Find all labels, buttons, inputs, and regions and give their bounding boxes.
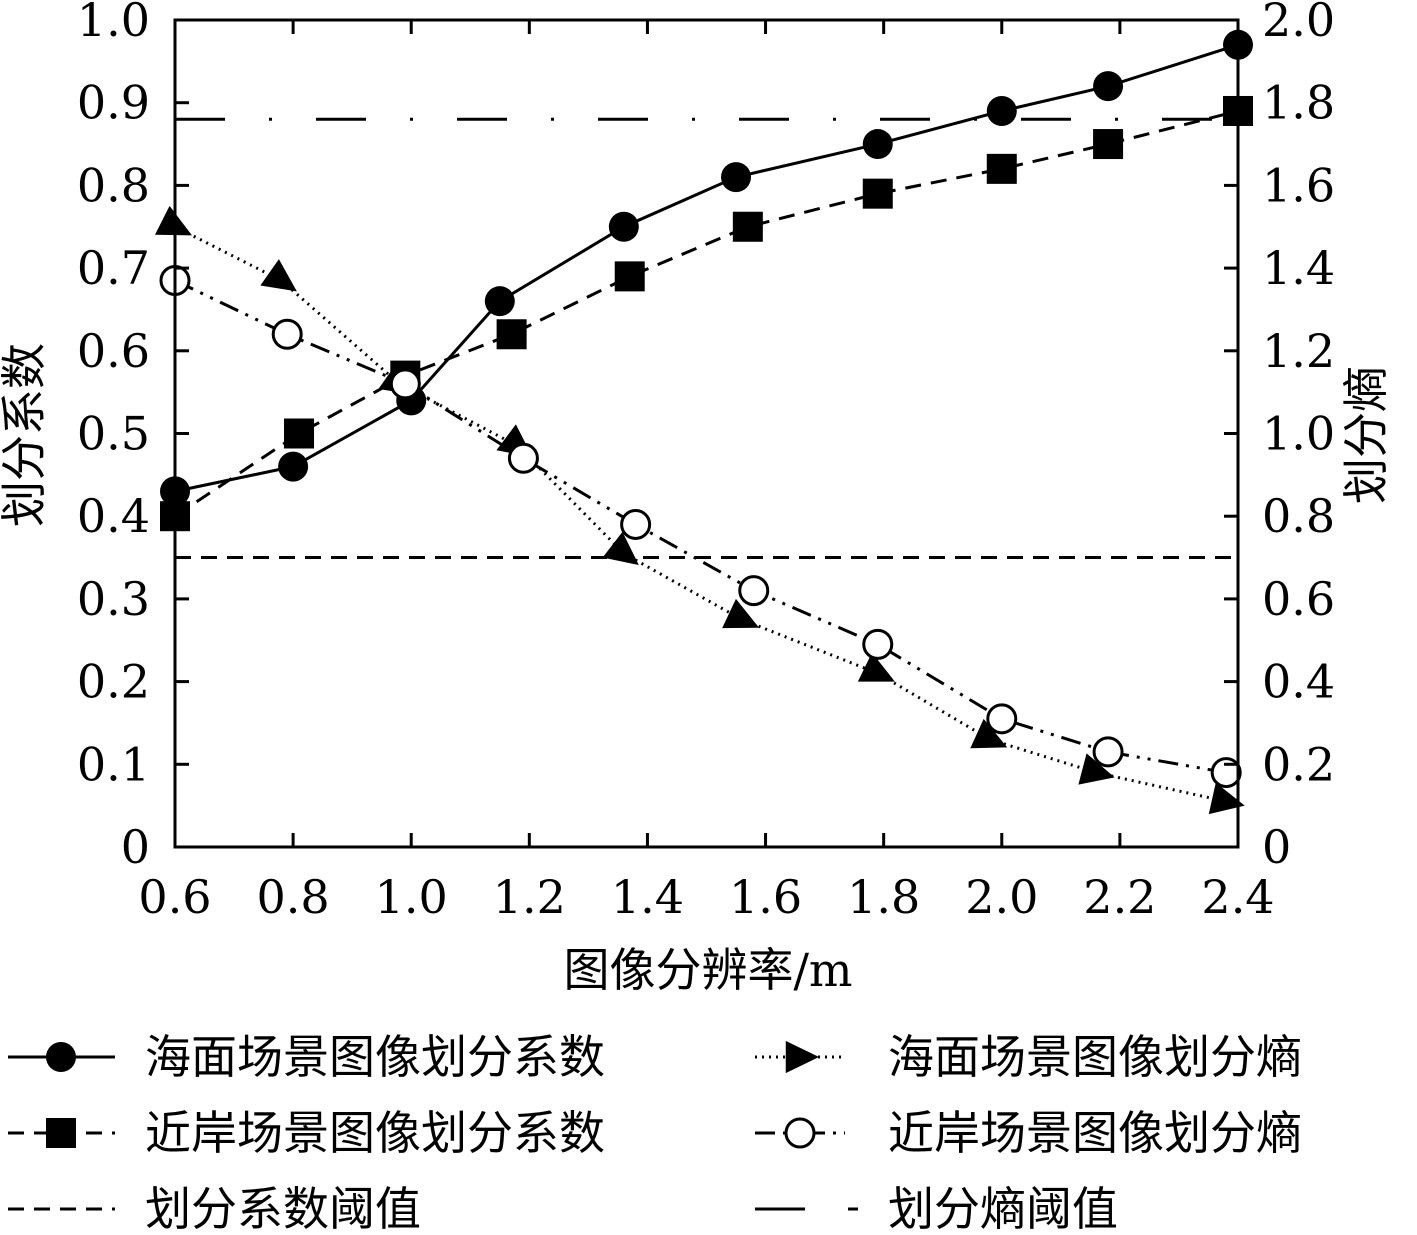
data-point-series-1-1 — [284, 418, 315, 449]
data-point-series-3-3 — [507, 442, 539, 474]
legend-label-coast-entropy: 近岸场景图像划分熵 — [888, 1106, 1302, 1160]
y-left-tick-label-9: 0.9 — [77, 76, 150, 130]
legend-marker-coast-entropy — [784, 1117, 816, 1149]
data-point-series-0-5 — [721, 162, 752, 193]
data-point-series-1-3 — [496, 319, 527, 350]
y-left-tick-label-1: 0.1 — [77, 737, 150, 791]
data-point-series-2-5 — [722, 598, 760, 629]
data-point-series-3-7 — [986, 703, 1018, 735]
y-right-tick-label-2: 0.4 — [1262, 655, 1335, 709]
data-point-series-1-6 — [862, 178, 893, 209]
y-left-tick-label-10: 1.0 — [77, 0, 150, 47]
series-line-0 — [174, 43, 1239, 493]
legend-marker-sea-entropy — [785, 1040, 819, 1074]
data-point-series-2-6 — [857, 652, 895, 682]
x-tick-label-0: 0.6 — [138, 870, 211, 924]
series-line-2 — [174, 225, 1227, 803]
y-left-tick-label-7: 0.7 — [77, 241, 150, 295]
x-tick-label-1: 0.8 — [257, 870, 330, 924]
x-tick-label-4: 1.4 — [611, 870, 684, 924]
x-tick-label-3: 1.2 — [493, 870, 566, 924]
data-point-series-2-8 — [1078, 753, 1115, 785]
y-right-tick-label-5: 1.0 — [1262, 407, 1335, 461]
data-point-series-0-8 — [1093, 71, 1124, 102]
legend-label-sea-entropy: 海面场景图像划分熵 — [888, 1030, 1302, 1084]
data-point-series-1-4 — [614, 261, 645, 292]
x-tick-label-5: 1.6 — [729, 870, 802, 924]
series-line-3 — [174, 279, 1227, 775]
data-point-series-3-5 — [738, 575, 770, 607]
data-point-series-3-8 — [1092, 736, 1124, 768]
plot-area — [154, 29, 1253, 815]
data-point-series-2-4 — [602, 531, 639, 566]
y-left-tick-label-2: 0.2 — [77, 655, 150, 709]
y-right-tick-label-3: 0.6 — [1262, 572, 1335, 626]
legend-marker-coast-coefficient — [46, 1118, 76, 1148]
data-point-series-3-6 — [862, 628, 894, 660]
data-point-series-2-7 — [970, 718, 1008, 749]
y-axis-right-label: 划分熵 — [1339, 366, 1393, 504]
legend-label-entropy-threshold: 划分熵阈值 — [888, 1182, 1118, 1235]
legend-label-coefficient-threshold: 划分系数阈值 — [145, 1182, 421, 1235]
y-right-tick-label-1: 0.2 — [1262, 737, 1335, 791]
y-right-tick-label-8: 1.6 — [1262, 158, 1335, 212]
y-right-tick-label-0: 0 — [1262, 820, 1291, 874]
data-point-series-3-4 — [620, 508, 652, 540]
data-point-series-1-8 — [1093, 129, 1124, 160]
y-left-tick-label-3: 0.3 — [77, 572, 150, 626]
data-point-series-3-2 — [389, 368, 421, 400]
y-right-tick-label-6: 1.2 — [1262, 324, 1335, 378]
data-point-series-2-9 — [1208, 782, 1245, 815]
data-point-series-0-1 — [278, 451, 309, 482]
legend-label-sea-coefficient: 海面场景图像划分系数 — [145, 1030, 605, 1084]
axes: 0.6 0.8 1.0 1.2 1.4 1.6 1.8 2.0 2.2 2.400.10.20.3… — [77, 0, 1335, 924]
y-axis-left-label: 划分系数 — [0, 343, 51, 527]
y-right-tick-label-10: 2.0 — [1262, 0, 1335, 47]
x-tick-label-2: 1.0 — [375, 870, 448, 924]
y-left-tick-label-0: 0 — [121, 820, 150, 874]
y-left-tick-label-5: 0.5 — [77, 407, 150, 461]
y-right-tick-label-7: 1.4 — [1262, 241, 1335, 295]
y-left-tick-label-4: 0.4 — [77, 489, 150, 543]
data-point-series-1-5 — [732, 211, 763, 242]
y-right-tick-label-9: 1.8 — [1262, 76, 1335, 130]
data-point-series-0-4 — [608, 211, 639, 242]
legend-label-coast-coefficient: 近岸场景图像划分系数 — [145, 1106, 605, 1160]
x-tick-label-7: 2.0 — [965, 870, 1038, 924]
data-point-series-2-0 — [154, 205, 192, 236]
plot-frame — [173, 18, 1240, 849]
data-point-series-2-1 — [260, 259, 297, 292]
y-left-tick-label-6: 0.6 — [77, 324, 150, 378]
y-left-tick-label-8: 0.8 — [77, 158, 150, 212]
data-point-series-1-7 — [986, 153, 1017, 184]
data-point-series-0-7 — [986, 95, 1017, 126]
y-right-tick-label-4: 0.8 — [1262, 489, 1335, 543]
data-point-series-0-3 — [484, 286, 515, 317]
x-tick-label-6: 1.8 — [847, 870, 920, 924]
x-axis-label: 图像分辨率/m — [563, 943, 852, 997]
data-point-series-0-6 — [862, 129, 893, 160]
data-point-series-3-9 — [1210, 757, 1242, 789]
x-tick-label-9: 2.4 — [1201, 870, 1274, 924]
series-line-1 — [174, 109, 1239, 518]
data-point-series-3-1 — [271, 318, 303, 350]
legend: 海面场景图像划分系数 海面场景图像划分熵 近岸场景图像划分系数 近岸场景图像划分… — [8, 1030, 1302, 1235]
legend-marker-sea-coefficient — [46, 1042, 76, 1072]
x-tick-label-8: 2.2 — [1083, 870, 1156, 924]
